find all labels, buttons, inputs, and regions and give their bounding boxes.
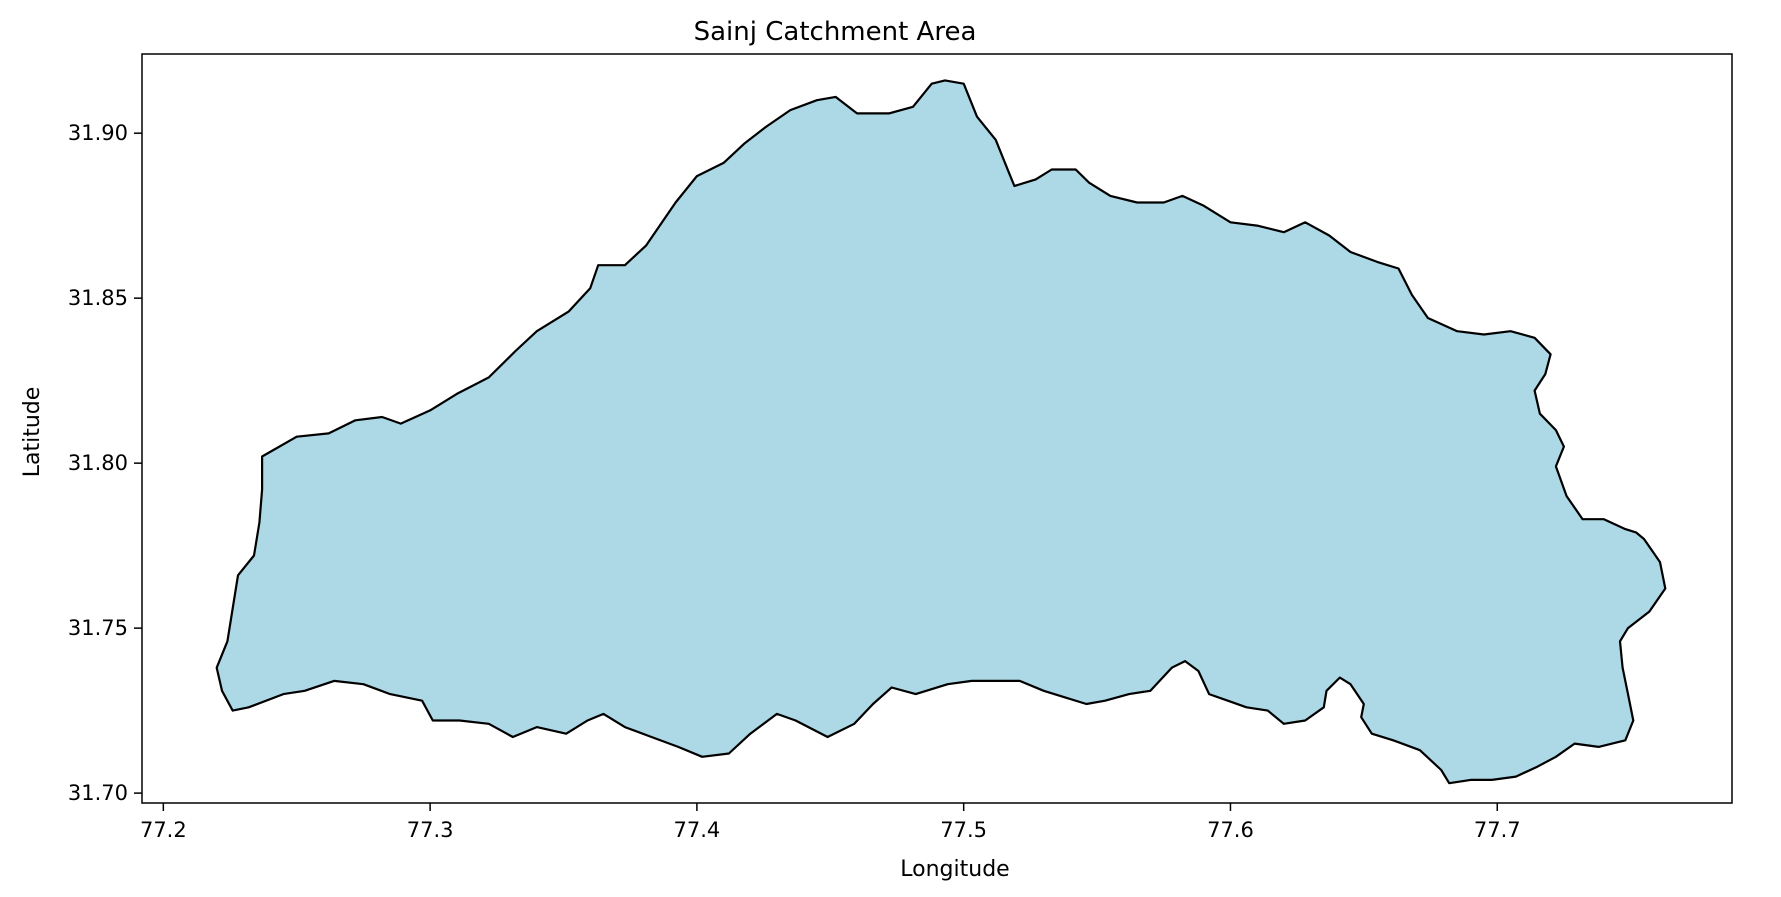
chart-title: Sainj Catchment Area — [694, 17, 977, 47]
y-axis-label: Latitude — [20, 387, 45, 478]
y-tick-label: 31.85 — [68, 286, 128, 310]
plot-area — [215, 79, 1667, 785]
x-axis: 77.2 77.3 77.4 77.5 77.6 77.7 — [140, 803, 1521, 842]
x-tick-label: 77.6 — [1207, 818, 1254, 842]
x-tick-label: 77.7 — [1474, 818, 1521, 842]
y-tick-label: 31.75 — [68, 616, 128, 640]
x-tick-label: 77.4 — [674, 818, 721, 842]
y-tick-label: 31.80 — [68, 451, 128, 475]
catchment-polygon — [215, 79, 1667, 785]
x-tick-label: 77.5 — [940, 818, 987, 842]
y-tick-label: 31.70 — [68, 781, 128, 805]
x-tick-label: 77.2 — [140, 818, 187, 842]
y-axis: 31.70 31.75 31.80 31.85 31.90 — [68, 121, 142, 805]
y-tick-label: 31.90 — [68, 121, 128, 145]
axes-frame — [141, 53, 1733, 804]
x-tick-label: 77.3 — [407, 818, 454, 842]
x-axis-label: Longitude — [900, 857, 1009, 882]
